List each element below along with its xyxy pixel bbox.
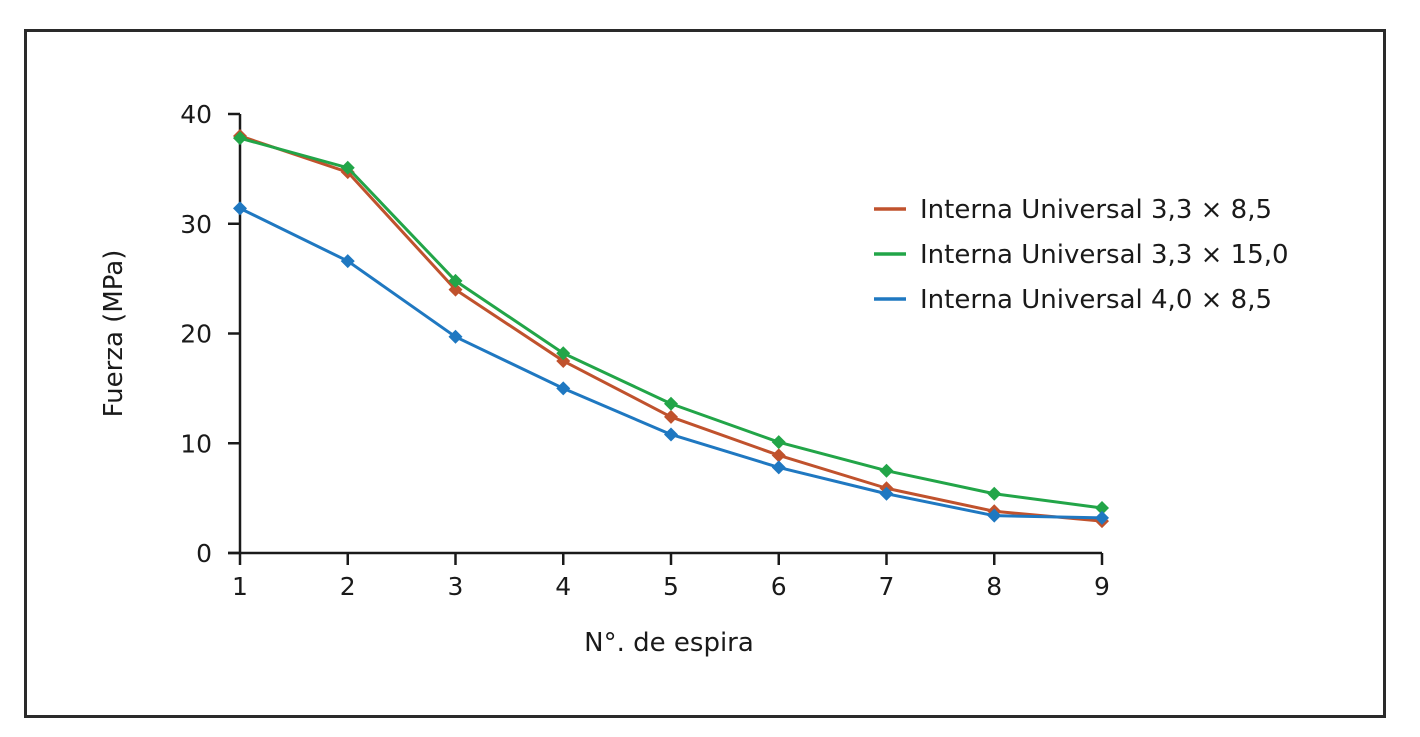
data-point-marker [879, 463, 894, 478]
data-point-marker [340, 160, 355, 175]
series-3 [233, 201, 1109, 525]
data-point-marker [771, 448, 786, 463]
data-point-marker [448, 329, 463, 344]
data-point-marker [987, 486, 1002, 501]
data-point-marker [556, 353, 571, 368]
x-tick-label: 2 [340, 572, 356, 601]
x-tick-label: 4 [555, 572, 571, 601]
legend-label: Interna Universal 3,3 × 8,5 [920, 195, 1272, 225]
x-tick-label: 5 [663, 572, 679, 601]
y-tick-label: 40 [180, 100, 212, 129]
x-tick-label: 8 [986, 572, 1002, 601]
data-point-marker [664, 427, 678, 442]
data-point-marker [771, 435, 786, 450]
data-point-marker [340, 254, 355, 269]
y-tick-label: 10 [180, 429, 212, 458]
legend-label: Interna Universal 4,0 × 8,5 [920, 285, 1272, 315]
y-axis-title: Fuerza (MPa) [99, 250, 129, 418]
data-point-marker [448, 273, 463, 288]
legend-label: Interna Universal 3,3 × 15,0 [920, 240, 1289, 270]
data-point-marker [1095, 510, 1109, 525]
series-line [239, 134, 1103, 523]
data-point-marker [556, 381, 571, 396]
x-tick-label: 9 [1094, 572, 1110, 601]
y-ticks: 0 10 20 30 40 [180, 100, 240, 568]
data-point-marker [556, 346, 571, 361]
chart-frame [24, 29, 1386, 718]
x-tick-label: 7 [879, 572, 895, 601]
x-tick-label: 3 [448, 572, 464, 601]
data-point-marker [233, 131, 247, 146]
data-point-marker [448, 282, 463, 297]
data-point-marker [233, 201, 247, 216]
series-1 [233, 128, 1109, 529]
data-point-marker [664, 409, 678, 424]
x-tick-label: 6 [771, 572, 787, 601]
legend: Interna Universal 3,3 × 8,5 Interna Unive… [874, 195, 1289, 315]
y-tick-label: 0 [196, 539, 212, 568]
x-ticks: 1 2 3 4 5 6 7 8 9 [232, 553, 1110, 601]
series-2 [233, 131, 1109, 516]
data-point-marker [987, 508, 1002, 523]
data-point-marker [879, 486, 894, 501]
x-axis-title: N°. de espira [584, 628, 754, 658]
x-tick-label: 1 [232, 572, 248, 601]
data-point-marker [664, 396, 678, 411]
data-point-marker [1095, 501, 1109, 516]
y-tick-label: 30 [180, 210, 212, 239]
y-tick-label: 20 [180, 320, 212, 349]
data-point-marker [771, 460, 786, 475]
series-group [233, 128, 1109, 529]
